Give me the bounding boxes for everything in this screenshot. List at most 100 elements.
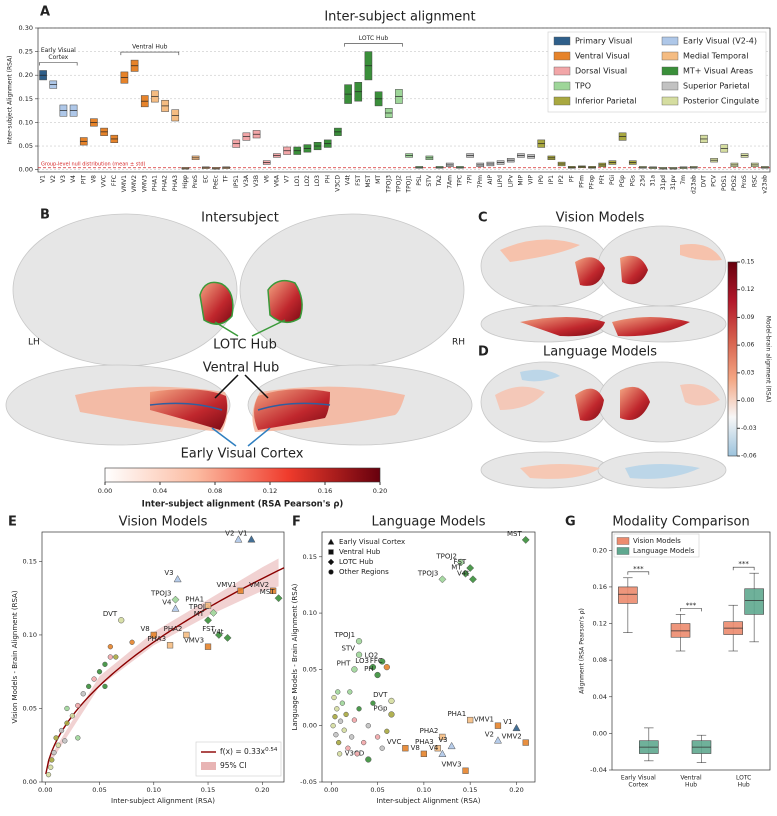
- legend-label: Other Regions: [339, 568, 389, 576]
- bracket-label: Early Visual: [41, 47, 76, 54]
- marker: [86, 683, 92, 690]
- point-label: MT: [194, 610, 205, 618]
- plot-frame: [37, 27, 771, 173]
- x-tick-label: MT: [375, 175, 382, 184]
- y-tick-label: 0.00: [593, 729, 607, 737]
- y-tick-label: 0.20: [593, 546, 607, 554]
- marker: [102, 683, 108, 690]
- marker: [64, 705, 70, 712]
- marker: [49, 757, 55, 763]
- x-tick-label: 7Am: [446, 175, 453, 189]
- y-tick-label: 0.25: [19, 48, 33, 56]
- point-label: TPOJ2: [188, 603, 210, 611]
- point-label: VMV2: [249, 581, 269, 589]
- panel-letter: G: [565, 515, 576, 530]
- marker: [348, 734, 355, 740]
- model-patch: [575, 257, 605, 286]
- x-tick-label: 0.05: [92, 786, 106, 794]
- marker: [467, 716, 474, 724]
- y-tick-label: 0.20: [19, 71, 33, 79]
- marker: [333, 732, 339, 738]
- marker: [171, 595, 180, 604]
- x-tick-label: IPS1: [233, 175, 240, 188]
- colorbar-tick-label: -0.06: [741, 453, 757, 460]
- y-axis-label: Alignment (RSA Pearson's ρ): [579, 608, 586, 694]
- x-tick-label: 31pd: [660, 175, 667, 190]
- marker: [332, 714, 338, 720]
- marker: [369, 664, 377, 671]
- colorbar-tick-label: 0.06: [741, 342, 755, 349]
- x-tick-label: PIT: [80, 175, 87, 184]
- x-tick-label: AIP: [487, 175, 494, 185]
- legend-label: Early Visual Cortex: [339, 538, 405, 546]
- marker: [361, 739, 367, 746]
- marker: [96, 669, 103, 675]
- marker: [274, 594, 283, 603]
- marker: [171, 604, 180, 612]
- x-tick-label: 0.00: [324, 786, 338, 794]
- marker: [80, 691, 86, 697]
- point-label: FST: [454, 558, 467, 566]
- point-label: PHT: [337, 659, 351, 667]
- marker: [118, 617, 125, 624]
- colorbar-tick-label: 0.12: [741, 286, 755, 293]
- x-tick-label: 0.15: [201, 786, 215, 794]
- legend-swatch: [661, 51, 679, 61]
- x-tick-label: V3CD: [334, 175, 341, 192]
- y-tick-label: 0.08: [593, 656, 607, 664]
- point-label: V2: [225, 529, 234, 537]
- marker: [234, 535, 243, 543]
- panel-letter: D: [478, 345, 489, 360]
- panel-letters: A B C D E F G: [8, 5, 576, 530]
- marker: [69, 713, 76, 719]
- x-tick-label: VMV2: [131, 175, 138, 192]
- marker: [355, 638, 363, 645]
- marker: [75, 735, 81, 741]
- marker: [466, 564, 475, 572]
- plot-frame: [321, 531, 536, 783]
- x-tick-label: PFt: [599, 174, 606, 184]
- lotc-patch: [199, 281, 234, 325]
- legend-label: Posterior Cingulate: [683, 97, 759, 106]
- model-patch: [520, 464, 600, 479]
- box: [744, 588, 764, 615]
- point-label: PHA1: [185, 596, 204, 604]
- x-tick-label: MIP: [517, 175, 524, 186]
- x-tick-label: POS2: [731, 175, 738, 191]
- marker: [173, 574, 182, 583]
- x-tick-label: RSC: [751, 175, 758, 187]
- marker: [327, 558, 335, 566]
- brain-panel-b: Intersubject LOTC Hub LH RH Ventral Hub …: [5, 211, 473, 462]
- point-label: VVC: [387, 738, 402, 746]
- y-tick-label: 0.00: [303, 722, 317, 730]
- marker: [420, 750, 427, 757]
- y-tick-label: -0.04: [590, 766, 607, 774]
- x-tick-label: IP2: [558, 175, 565, 184]
- y-tick-label: -0.05: [300, 778, 317, 786]
- point-label: V4t: [212, 628, 224, 636]
- marker: [209, 608, 218, 617]
- legend-swatch: [553, 66, 571, 76]
- x-tick-label: 0.15: [463, 786, 477, 794]
- panel-letter: C: [478, 211, 488, 226]
- marker: [356, 706, 362, 712]
- marker: [351, 666, 358, 673]
- x-tick-label: VIP: [528, 175, 535, 185]
- marker: [521, 535, 530, 544]
- y-tick-label: 0.05: [23, 704, 37, 712]
- colorbar: [104, 467, 381, 483]
- x-tick-label: 0.20: [509, 786, 523, 794]
- colorbar-tick-label: 0.04: [153, 487, 167, 495]
- colorbar-label: Model-brain alignment (RSA): [765, 316, 772, 403]
- marker: [439, 733, 446, 741]
- x-tick-label: LO2: [304, 175, 311, 187]
- colorbar-tick-label: 0.09: [741, 314, 755, 321]
- chart-title: Inter-subject alignment: [324, 10, 475, 25]
- marker: [365, 756, 372, 763]
- point-label: MST: [260, 588, 275, 596]
- x-tick-label: TPOJ2: [395, 175, 402, 194]
- point-label: PHA2: [420, 727, 439, 735]
- x-tick-label: LO3: [314, 175, 321, 187]
- model-patch: [620, 255, 648, 285]
